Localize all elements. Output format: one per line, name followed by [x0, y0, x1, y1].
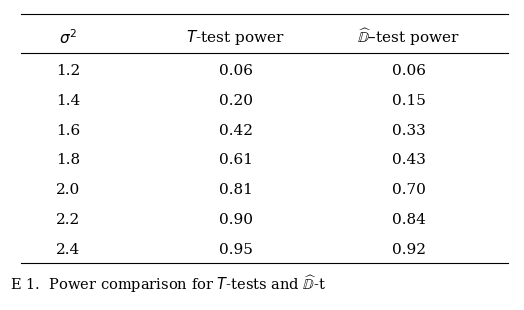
Text: 0.42: 0.42	[219, 124, 253, 138]
Text: $\widehat{\mathbb{D}}$–test power: $\widehat{\mathbb{D}}$–test power	[357, 26, 460, 48]
Text: 0.81: 0.81	[219, 183, 253, 197]
Text: 0.43: 0.43	[392, 153, 425, 167]
Text: E 1.  Power comparison for $T$-tests and $\widehat{\mathbb{D}}$-t: E 1. Power comparison for $T$-tests and …	[10, 274, 326, 295]
Text: 0.70: 0.70	[392, 183, 425, 197]
Text: 0.92: 0.92	[392, 243, 425, 257]
Text: 0.06: 0.06	[392, 64, 425, 78]
Text: 0.33: 0.33	[392, 124, 425, 138]
Text: 0.61: 0.61	[219, 153, 253, 167]
Text: 0.20: 0.20	[219, 94, 253, 108]
Text: 0.95: 0.95	[219, 243, 253, 257]
Text: 2.4: 2.4	[56, 243, 80, 257]
Text: 1.8: 1.8	[56, 153, 80, 167]
Text: 0.90: 0.90	[219, 213, 253, 227]
Text: 0.06: 0.06	[219, 64, 253, 78]
Text: 0.84: 0.84	[392, 213, 425, 227]
Text: 1.4: 1.4	[56, 94, 80, 108]
Text: $T$-test power: $T$-test power	[187, 28, 285, 47]
Text: $\sigma^2$: $\sigma^2$	[59, 28, 77, 46]
Text: 1.6: 1.6	[56, 124, 80, 138]
Text: 2.2: 2.2	[56, 213, 80, 227]
Text: 1.2: 1.2	[56, 64, 80, 78]
Text: 2.0: 2.0	[56, 183, 80, 197]
Text: 0.15: 0.15	[392, 94, 425, 108]
